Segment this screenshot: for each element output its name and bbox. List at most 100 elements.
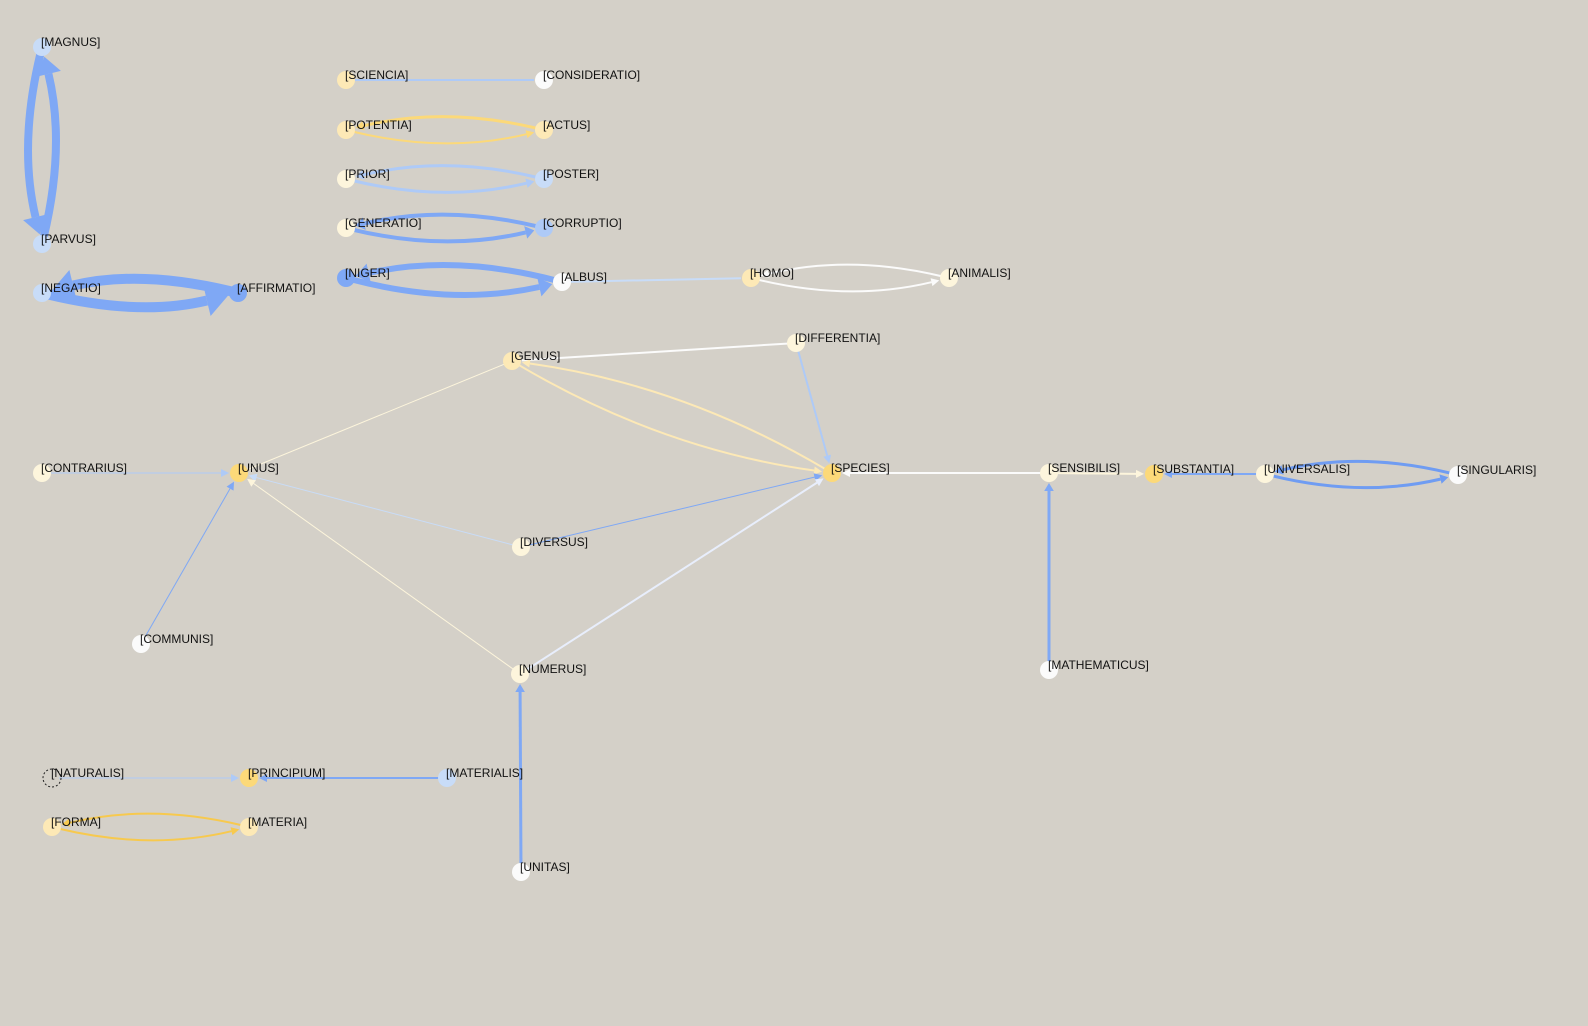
edge-actus-to-potentia[interactable]: [355, 115, 538, 131]
node-genus[interactable]: [GENUS]: [503, 349, 560, 370]
edge-generatio-to-corruptio[interactable]: [352, 226, 535, 244]
edge-corruptio-to-generatio[interactable]: [355, 212, 538, 230]
node-sciencia[interactable]: [SCIENCIA]: [337, 68, 408, 89]
node-circle[interactable]: [337, 121, 355, 139]
node-animalis[interactable]: [ANIMALIS]: [940, 266, 1011, 287]
edge-magnus-to-parvus[interactable]: [23, 52, 49, 235]
node-parvus[interactable]: [PARVUS]: [33, 232, 96, 253]
edge-sensibilis-to-substantia[interactable]: [1055, 469, 1145, 478]
node-circle[interactable]: [535, 170, 553, 188]
node-circle[interactable]: [132, 635, 150, 653]
node-circle[interactable]: [503, 352, 521, 370]
edge-poster-to-prior[interactable]: [355, 164, 538, 180]
node-circle[interactable]: [337, 269, 355, 287]
node-mathematicus[interactable]: [MATHEMATICUS]: [1040, 658, 1149, 679]
edge-negatio-to-affirmatio[interactable]: [47, 284, 229, 317]
edge-diversus-to-unus[interactable]: [248, 473, 515, 546]
node-substantia[interactable]: [SUBSTANTIA]: [1145, 462, 1234, 483]
edge-differentia-to-genus[interactable]: [521, 342, 790, 362]
edge-prior-to-poster[interactable]: [352, 178, 535, 194]
node-affirmatio[interactable]: [AFFIRMATIO]: [229, 281, 315, 302]
edge-niger-to-albus[interactable]: [352, 276, 553, 298]
edge-species-to-genus[interactable]: [521, 359, 827, 471]
node-circle[interactable]: [337, 219, 355, 237]
node-communis[interactable]: [COMMUNIS]: [132, 632, 213, 653]
edge-sensibilis-to-species[interactable]: [842, 469, 1042, 477]
edge-diversus-to-species[interactable]: [527, 473, 823, 546]
node-principium[interactable]: [PRINCIPIUM]: [240, 766, 325, 787]
node-naturalis[interactable]: [NATURALIS]: [42, 766, 124, 788]
node-circle[interactable]: [438, 769, 456, 787]
node-poster[interactable]: [POSTER]: [535, 167, 599, 188]
node-negatio[interactable]: [NEGATIO]: [33, 281, 101, 302]
node-circle[interactable]: [230, 464, 248, 482]
node-circle[interactable]: [535, 121, 553, 139]
node-circle[interactable]: [33, 284, 51, 302]
node-differentia[interactable]: [DIFFERENTIA]: [787, 331, 880, 352]
node-circle[interactable]: [33, 464, 51, 482]
node-circle[interactable]: [512, 538, 530, 556]
edge-universalis-to-substantia[interactable]: [1164, 470, 1258, 478]
edge-materialis-to-principium[interactable]: [259, 774, 440, 782]
node-circle[interactable]: [1040, 464, 1058, 482]
edge-numerus-to-species[interactable]: [525, 478, 824, 672]
node-circle[interactable]: [512, 863, 530, 881]
edge-genus-to-unus[interactable]: [248, 363, 506, 470]
node-circle[interactable]: [229, 284, 247, 302]
edge-homo-to-animalis[interactable]: [757, 278, 940, 293]
edge-potentia-to-actus[interactable]: [352, 130, 535, 145]
node-circle[interactable]: [1040, 661, 1058, 679]
node-forma[interactable]: [FORMA]: [43, 815, 101, 836]
node-circle[interactable]: [535, 219, 553, 237]
node-circle[interactable]: [787, 334, 805, 352]
edge-differentia-to-species[interactable]: [796, 349, 832, 464]
node-circle[interactable]: [33, 235, 51, 253]
node-universalis[interactable]: [UNIVERSALIS]: [1256, 462, 1350, 483]
node-materialis[interactable]: [MATERIALIS]: [438, 766, 523, 787]
edge-naturalis-to-principium[interactable]: [59, 774, 239, 782]
node-potentia[interactable]: [POTENTIA]: [337, 118, 412, 139]
edge-contrarius-to-unus[interactable]: [49, 469, 229, 477]
node-circle[interactable]: [337, 71, 355, 89]
node-generatio[interactable]: [GENERATIO]: [337, 216, 421, 237]
node-niger[interactable]: [NIGER]: [337, 266, 390, 287]
node-circle[interactable]: [337, 170, 355, 188]
node-circle[interactable]: [240, 818, 258, 836]
node-circle[interactable]: [1256, 465, 1274, 483]
node-consideratio[interactable]: [CONSIDERATIO]: [535, 68, 640, 89]
edge-materia-to-forma[interactable]: [61, 812, 243, 827]
node-diversus[interactable]: [DIVERSUS]: [512, 535, 588, 556]
edge-genus-to-species[interactable]: [517, 363, 823, 475]
node-singularis[interactable]: [SINGULARIS]: [1449, 463, 1536, 484]
edge-affirmatio-to-negatio[interactable]: [51, 269, 233, 302]
node-circle[interactable]: [823, 464, 841, 482]
node-circle[interactable]: [43, 818, 61, 836]
node-circle[interactable]: [42, 768, 62, 788]
node-unus[interactable]: [UNUS]: [230, 461, 279, 482]
node-materia[interactable]: [MATERIA]: [240, 815, 307, 836]
node-circle[interactable]: [940, 269, 958, 287]
node-prior[interactable]: [PRIOR]: [337, 167, 390, 188]
node-numerus[interactable]: [NUMERUS]: [511, 662, 586, 683]
edge-parvus-to-magnus[interactable]: [35, 56, 61, 239]
node-corruptio[interactable]: [CORRUPTIO]: [535, 216, 622, 237]
node-circle[interactable]: [1145, 465, 1163, 483]
edge-mathematicus-to-sensibilis[interactable]: [1044, 483, 1054, 663]
node-contrarius[interactable]: [CONTRARIUS]: [33, 461, 127, 482]
edge-universalis-to-singularis[interactable]: [1271, 474, 1449, 490]
node-albus[interactable]: [ALBUS]: [553, 270, 607, 291]
node-unitas[interactable]: [UNITAS]: [512, 860, 570, 881]
edge-albus-to-homo[interactable]: [568, 277, 742, 283]
node-circle[interactable]: [553, 273, 571, 291]
node-magnus[interactable]: [MAGNUS]: [33, 35, 100, 56]
edge-albus-to-niger[interactable]: [355, 262, 556, 284]
node-circle[interactable]: [742, 269, 760, 287]
node-actus[interactable]: [ACTUS]: [535, 118, 590, 139]
edge-forma-to-materia[interactable]: [58, 827, 240, 842]
node-sensibilis[interactable]: [SENSIBILIS]: [1040, 461, 1120, 482]
node-circle[interactable]: [33, 38, 51, 56]
node-homo[interactable]: [HOMO]: [742, 266, 794, 287]
edge-singularis-to-universalis[interactable]: [1274, 459, 1452, 475]
edge-numerus-to-unus[interactable]: [247, 478, 515, 671]
